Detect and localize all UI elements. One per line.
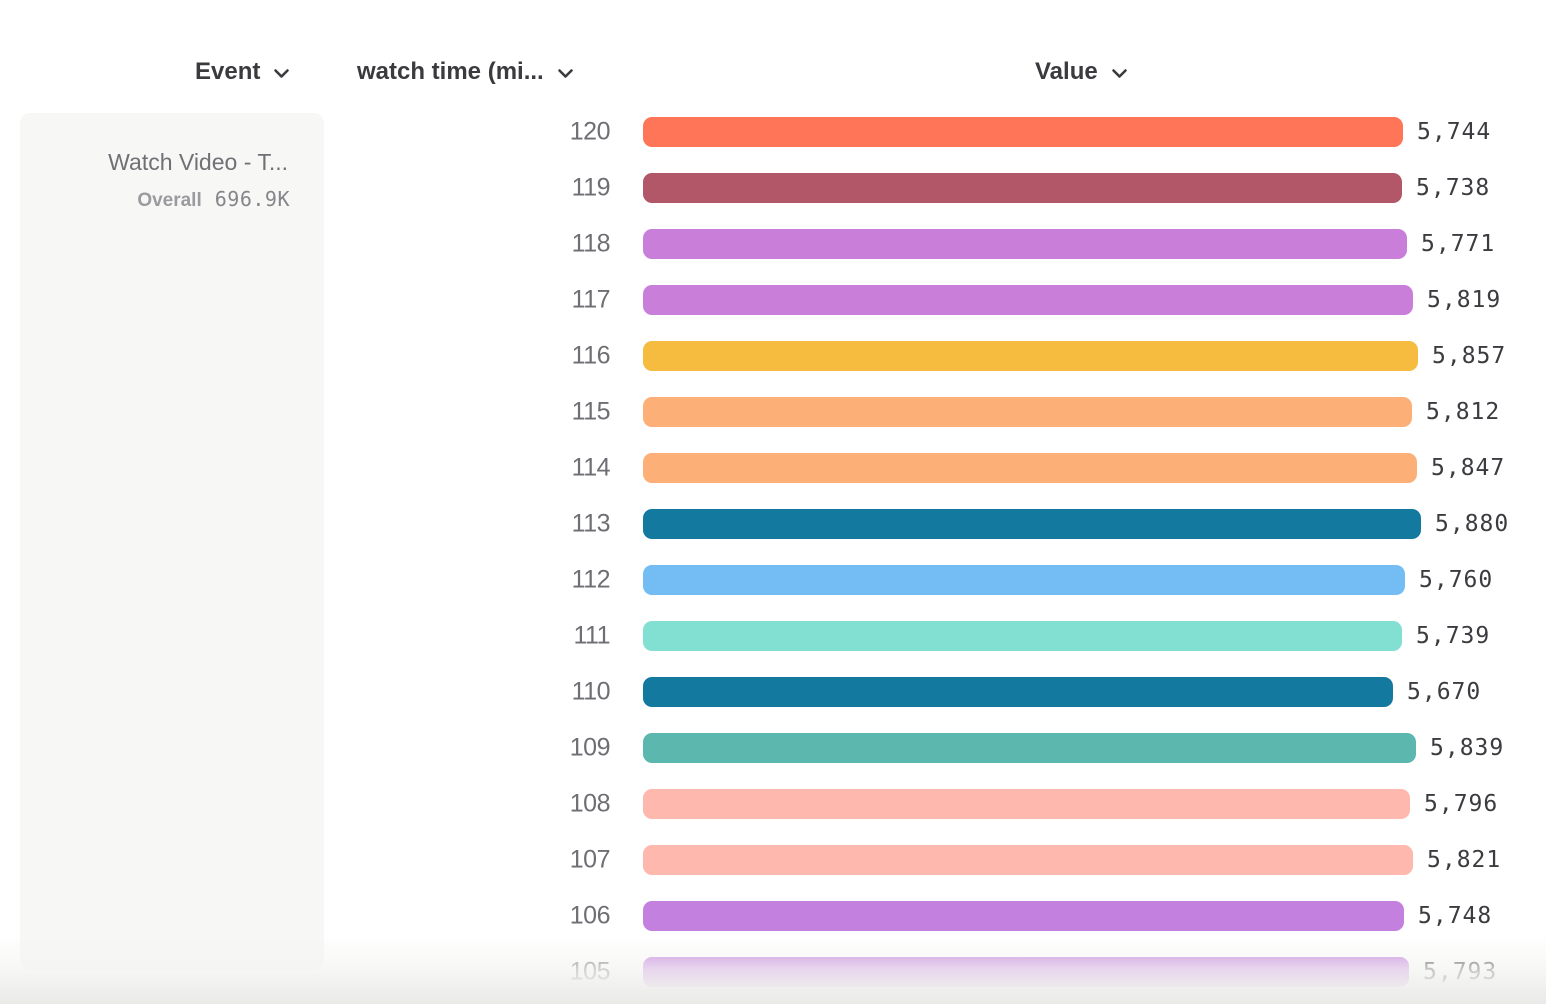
- category-label: 118: [571, 229, 611, 258]
- overall-value: 696.9K: [214, 187, 290, 211]
- category-label: 109: [569, 733, 611, 762]
- value-label: 5,796: [1424, 791, 1499, 817]
- event-series-card[interactable]: Watch Video - T... Overall 696.9K: [20, 113, 324, 970]
- event-column-label: Event: [195, 58, 261, 85]
- bar-segment[interactable]: [643, 565, 1405, 595]
- value-label: 5,821: [1427, 847, 1502, 873]
- event-series-title: Watch Video - T...: [108, 149, 288, 175]
- bar-segment[interactable]: [643, 957, 1409, 987]
- category-label: 110: [571, 677, 611, 706]
- bar-segment[interactable]: [643, 509, 1421, 539]
- chart-row: 111 5,739: [0, 608, 1546, 664]
- value-label: 5,857: [1432, 343, 1507, 369]
- chart-row: 110 5,670: [0, 664, 1546, 720]
- category-label: 117: [571, 285, 611, 314]
- bar-segment[interactable]: [643, 341, 1418, 371]
- category-label: 106: [569, 901, 611, 930]
- category-label: 116: [571, 341, 611, 370]
- chart-row: 105 5,793: [0, 944, 1546, 1000]
- category-label: 111: [573, 621, 610, 650]
- bar-segment[interactable]: [643, 621, 1402, 651]
- bar-segment[interactable]: [643, 173, 1402, 203]
- bar-segment[interactable]: [643, 677, 1393, 707]
- chevron-down-icon: [273, 65, 290, 79]
- value-label: 5,748: [1418, 903, 1493, 929]
- bar-segment[interactable]: [643, 845, 1413, 875]
- category-label: 120: [569, 117, 611, 146]
- chart-row: 107 5,821: [0, 832, 1546, 888]
- value-label: 5,670: [1407, 679, 1482, 705]
- value-label: 5,771: [1421, 231, 1496, 257]
- chart-row: 116 5,857: [0, 328, 1546, 384]
- value-label: 5,738: [1416, 175, 1491, 201]
- bar-segment[interactable]: [643, 733, 1416, 763]
- bar-segment[interactable]: [643, 453, 1417, 483]
- chart-row: 118 5,771: [0, 216, 1546, 272]
- category-label: 108: [569, 789, 611, 818]
- breakdown-column-label: watch time (mi...: [357, 58, 544, 85]
- chart-row: 113 5,880: [0, 496, 1546, 552]
- category-label: 115: [571, 397, 611, 426]
- chart-row: 108 5,796: [0, 776, 1546, 832]
- bar-segment[interactable]: [643, 789, 1410, 819]
- chart-row: 106 5,748: [0, 888, 1546, 944]
- chevron-down-icon: [557, 65, 574, 79]
- value-label: 5,819: [1427, 287, 1502, 313]
- value-label: 5,880: [1435, 511, 1510, 537]
- category-label: 105: [569, 957, 611, 986]
- value-column-label: Value: [1035, 58, 1098, 85]
- value-column-dropdown[interactable]: Value: [1035, 58, 1128, 86]
- value-label: 5,839: [1430, 735, 1505, 761]
- value-label: 5,793: [1423, 959, 1498, 985]
- event-column-dropdown[interactable]: Event: [195, 58, 290, 86]
- chart-row: 115 5,812: [0, 384, 1546, 440]
- breakdown-column-dropdown[interactable]: watch time (mi...: [357, 58, 574, 86]
- chart-row: 109 5,839: [0, 720, 1546, 776]
- chevron-down-icon: [1111, 65, 1128, 79]
- value-label: 5,847: [1431, 455, 1506, 481]
- bar-segment[interactable]: [643, 285, 1413, 315]
- category-label: 107: [569, 845, 611, 874]
- event-series-overall: Overall 696.9K: [137, 187, 290, 212]
- chart-row: 112 5,760: [0, 552, 1546, 608]
- category-label: 114: [571, 453, 611, 482]
- value-label: 5,744: [1417, 119, 1492, 145]
- bar-segment[interactable]: [643, 229, 1407, 259]
- bar-segment[interactable]: [643, 397, 1412, 427]
- category-label: 113: [571, 509, 611, 538]
- overall-label: Overall: [137, 190, 202, 211]
- category-label: 119: [571, 173, 611, 202]
- value-label: 5,739: [1416, 623, 1491, 649]
- chart-row: 117 5,819: [0, 272, 1546, 328]
- value-label: 5,812: [1426, 399, 1501, 425]
- bar-segment[interactable]: [643, 117, 1403, 147]
- category-label: 112: [571, 565, 611, 594]
- chart-row: 114 5,847: [0, 440, 1546, 496]
- chart-row: 120 5,744: [0, 104, 1546, 160]
- bar-segment[interactable]: [643, 901, 1404, 931]
- value-label: 5,760: [1419, 567, 1494, 593]
- chart-row: 119 5,738: [0, 160, 1546, 216]
